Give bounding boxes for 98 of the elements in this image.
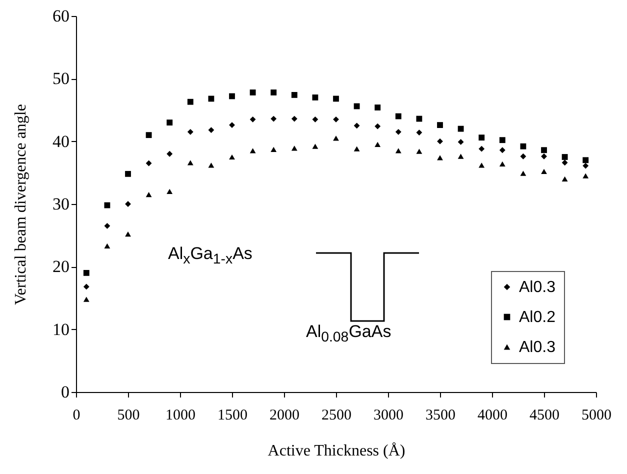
point: [333, 136, 339, 141]
point: [395, 148, 402, 154]
point: [437, 155, 443, 160]
point: [250, 116, 256, 122]
point: [291, 116, 298, 122]
point: [395, 113, 402, 120]
point: [582, 173, 589, 178]
y-tick-label: 60: [52, 6, 70, 26]
point: [270, 89, 277, 96]
point: [166, 120, 173, 126]
point: [562, 160, 568, 166]
point: [208, 162, 214, 168]
point: [354, 122, 360, 129]
legend-label: Al0.2: [519, 309, 556, 326]
point: [478, 134, 485, 141]
point: [354, 146, 360, 152]
point: [270, 116, 277, 122]
x-axis-title: Active Thickness (Å): [268, 442, 406, 460]
point: [291, 92, 298, 98]
point: [270, 146, 277, 152]
point: [562, 176, 568, 182]
y-tick-label: 10: [52, 320, 70, 339]
point: [541, 168, 547, 174]
point: [562, 154, 568, 160]
point: [374, 104, 381, 110]
point: [125, 232, 131, 237]
y-tick-label: 20: [52, 257, 70, 276]
point: [416, 130, 422, 136]
x-tick-label: 0: [72, 408, 80, 424]
point: [104, 243, 110, 249]
point: [229, 93, 235, 100]
point: [291, 146, 298, 151]
point: [416, 148, 422, 154]
point: [437, 138, 443, 144]
point: [395, 128, 402, 135]
point: [312, 116, 318, 122]
point: [104, 222, 110, 229]
x-tick-label: 2500: [322, 408, 352, 424]
point: [208, 96, 214, 102]
point: [83, 270, 90, 276]
y-tick-label: 50: [52, 69, 70, 88]
legend-label: Al0.3: [519, 279, 556, 296]
point: [208, 127, 214, 134]
point: [250, 89, 256, 96]
y-tick-label: 30: [52, 194, 70, 214]
point: [520, 143, 526, 150]
point: [354, 103, 360, 110]
point: [312, 144, 318, 149]
point: [520, 153, 526, 160]
point: [83, 296, 90, 302]
legend-label: Al0.3: [519, 339, 556, 356]
point: [374, 123, 381, 130]
x-tick-label: 4500: [530, 408, 560, 424]
point: [146, 192, 152, 198]
point: [187, 98, 194, 105]
point: [333, 116, 339, 122]
point: [478, 162, 485, 168]
x-tick-label: 3000: [374, 408, 404, 424]
x-tick-label: 1500: [218, 408, 248, 424]
x-tick-label: 1000: [166, 408, 196, 424]
point: [166, 150, 173, 157]
point: [458, 139, 464, 145]
point: [229, 154, 235, 160]
point: [187, 160, 194, 166]
point: [312, 94, 318, 100]
point: [520, 170, 526, 176]
y-axis-title: Vertical beam divergence angle: [12, 104, 30, 305]
point: [541, 153, 547, 160]
point: [582, 162, 589, 169]
x-tick-label: 2000: [270, 408, 300, 424]
point: [333, 96, 339, 102]
point: [125, 170, 131, 177]
x-tick-label: 3500: [426, 408, 456, 424]
point: [146, 132, 152, 138]
point: [146, 160, 152, 166]
annotation: Al$_{0.08}$GaAs: [306, 322, 392, 346]
x-tick-label: 4000: [478, 408, 508, 424]
point: [499, 147, 506, 154]
y-tick-label: 40: [52, 132, 70, 151]
point: [458, 126, 464, 132]
x-tick-label: 500: [117, 408, 140, 424]
point: [499, 161, 506, 166]
point: [83, 284, 90, 290]
point: [478, 146, 485, 152]
point: [166, 188, 173, 194]
point: [374, 142, 381, 148]
point: [499, 137, 506, 144]
point: [582, 157, 589, 164]
point: [437, 122, 443, 128]
point: [187, 128, 194, 135]
x-tick-label: 5000: [582, 408, 612, 424]
point: [104, 202, 110, 208]
point: [541, 147, 547, 154]
annotation: Al$_{x}$Ga$_{1-x}$As: [168, 244, 252, 268]
point: [458, 154, 464, 159]
point: [250, 148, 256, 154]
point: [416, 116, 422, 122]
y-tick-label: 0: [61, 382, 70, 402]
